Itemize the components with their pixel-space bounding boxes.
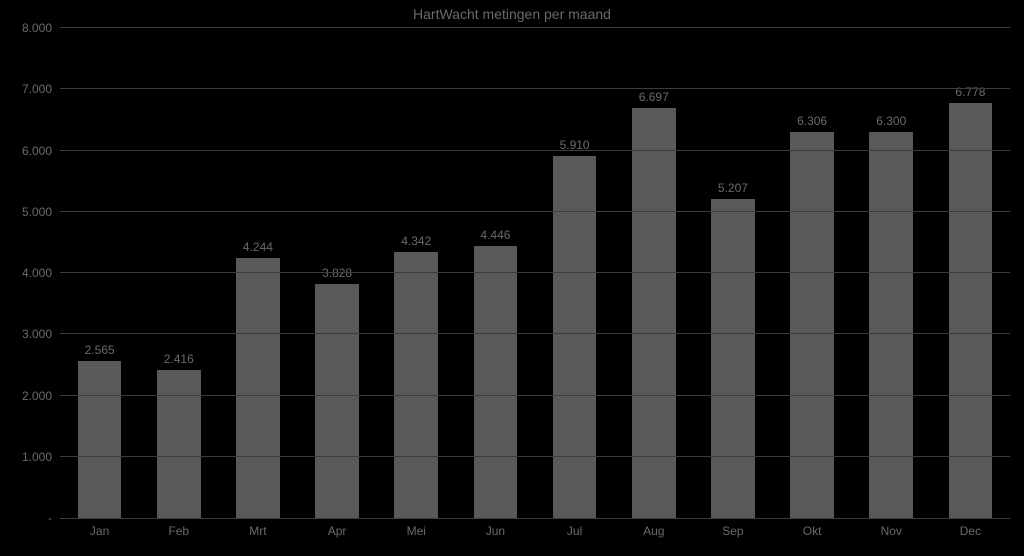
x-tick-label: Nov	[881, 524, 902, 538]
bar-value-label: 5.207	[718, 181, 748, 195]
x-tick-label: Feb	[168, 524, 189, 538]
bar-value-label: 4.244	[243, 240, 273, 254]
y-tick-label: 7.000	[22, 82, 60, 96]
x-tick-label: Sep	[722, 524, 743, 538]
plot-area: 2.5652.4164.2443.8284.3424.4465.9106.697…	[60, 28, 1010, 519]
bar: 4.446	[474, 246, 518, 518]
y-tick-label: 3.000	[22, 327, 60, 341]
bar-value-label: 2.565	[85, 343, 115, 357]
bars-layer: 2.5652.4164.2443.8284.3424.4465.9106.697…	[60, 28, 1010, 518]
gridline	[60, 333, 1010, 334]
bar-value-label: 6.697	[639, 90, 669, 104]
gridline	[60, 211, 1010, 212]
gridline	[60, 27, 1010, 28]
bar: 6.306	[790, 132, 834, 518]
y-tick-label: 2.000	[22, 389, 60, 403]
bar: 2.416	[157, 370, 201, 518]
x-tick-label: Jan	[90, 524, 109, 538]
x-tick-label: Jun	[486, 524, 505, 538]
x-tick-label: Dec	[960, 524, 981, 538]
bar-value-label: 6.300	[876, 114, 906, 128]
bar: 4.342	[394, 252, 438, 518]
bar-value-label: 4.342	[401, 234, 431, 248]
x-tick-label: Aug	[643, 524, 664, 538]
y-tick-label: 1.000	[22, 450, 60, 464]
x-tick-label: Jul	[567, 524, 582, 538]
gridline	[60, 395, 1010, 396]
gridline	[60, 456, 1010, 457]
x-tick-label: Mei	[407, 524, 426, 538]
bar: 5.207	[711, 199, 755, 518]
bar: 2.565	[78, 361, 122, 518]
bar-value-label: 4.446	[480, 228, 510, 242]
x-tick-label: Mrt	[249, 524, 266, 538]
bar: 6.300	[869, 132, 913, 518]
x-tick-label: Apr	[328, 524, 347, 538]
bar: 3.828	[315, 284, 359, 518]
chart-title: HartWacht metingen per maand	[0, 6, 1024, 22]
y-tick-label: 6.000	[22, 144, 60, 158]
gridline	[60, 88, 1010, 89]
bar-chart: HartWacht metingen per maand 2.565 2.416 4…	[0, 0, 1024, 556]
gridline	[60, 272, 1010, 273]
y-tick-label: 4.000	[22, 266, 60, 280]
y-tick-label: -	[48, 511, 60, 525]
x-tick-label: Okt	[803, 524, 822, 538]
bar-value-label: 6.778	[955, 85, 985, 99]
y-tick-label: 8.000	[22, 21, 60, 35]
gridline	[60, 150, 1010, 151]
bar-value-label: 2.416	[164, 352, 194, 366]
bar: 4.244	[236, 258, 280, 518]
y-tick-label: 5.000	[22, 205, 60, 219]
bar-value-label: 6.306	[797, 114, 827, 128]
